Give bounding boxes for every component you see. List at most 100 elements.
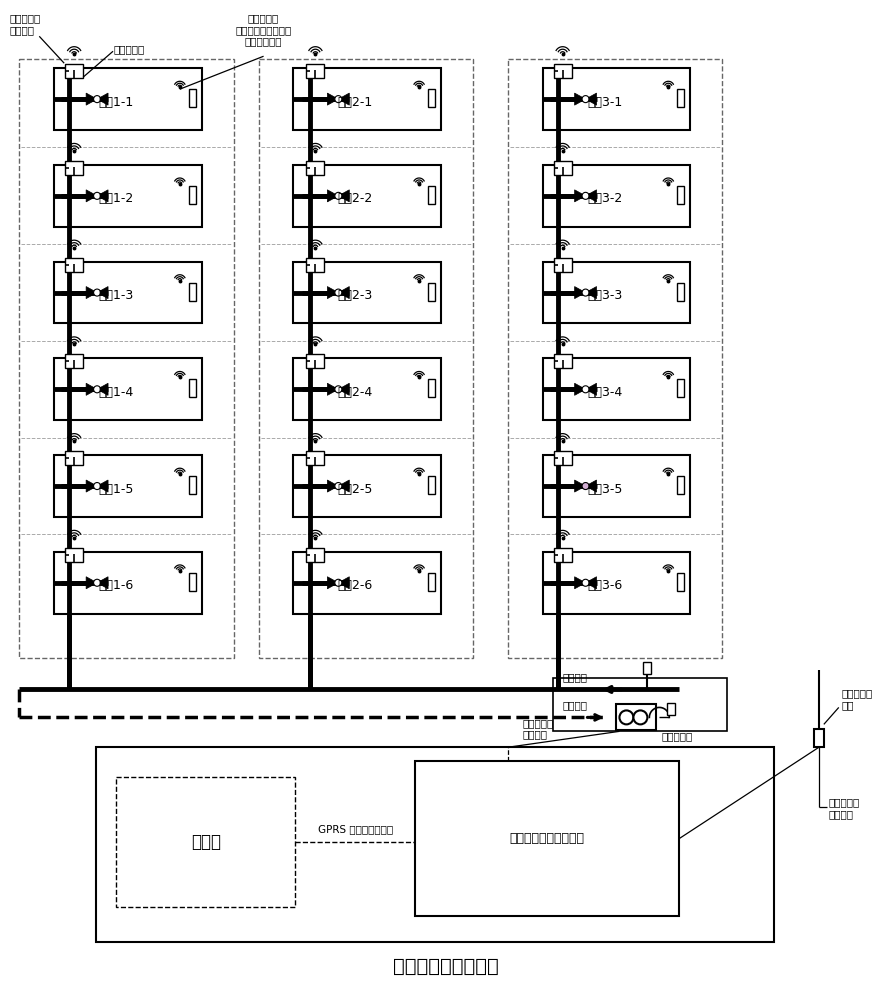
Polygon shape bbox=[86, 577, 97, 589]
Text: 用户2-4: 用户2-4 bbox=[338, 386, 373, 399]
Polygon shape bbox=[338, 383, 349, 395]
Bar bbox=[415, 761, 680, 916]
Text: 通断控制阀: 通断控制阀 bbox=[113, 44, 145, 54]
Text: 用户2-5: 用户2-5 bbox=[338, 483, 373, 496]
Bar bbox=[306, 451, 324, 465]
Bar bbox=[543, 165, 690, 227]
Bar bbox=[54, 455, 202, 517]
Bar bbox=[294, 165, 441, 227]
Bar bbox=[54, 68, 202, 130]
Polygon shape bbox=[586, 190, 597, 202]
Polygon shape bbox=[574, 383, 586, 395]
Text: 用户2-1: 用户2-1 bbox=[338, 96, 373, 109]
Polygon shape bbox=[97, 287, 108, 299]
Circle shape bbox=[335, 386, 342, 393]
Bar bbox=[554, 161, 572, 175]
Bar bbox=[554, 354, 572, 368]
Circle shape bbox=[582, 96, 589, 103]
Polygon shape bbox=[86, 287, 97, 299]
Circle shape bbox=[633, 710, 647, 724]
Bar bbox=[294, 455, 441, 517]
Circle shape bbox=[335, 483, 342, 490]
Circle shape bbox=[94, 386, 101, 393]
Circle shape bbox=[335, 96, 342, 103]
Bar bbox=[294, 552, 441, 614]
Text: 用户1-2: 用户1-2 bbox=[98, 192, 134, 205]
Bar bbox=[677, 379, 684, 397]
Circle shape bbox=[94, 483, 101, 490]
Text: 有线或无线
通讯线路: 有线或无线 通讯线路 bbox=[9, 13, 40, 35]
Bar bbox=[543, 68, 690, 130]
Bar bbox=[616, 704, 656, 730]
Bar bbox=[65, 451, 83, 465]
Text: 用户3-5: 用户3-5 bbox=[587, 483, 622, 496]
Polygon shape bbox=[97, 480, 108, 492]
Bar bbox=[543, 552, 690, 614]
Bar bbox=[65, 64, 83, 78]
Bar bbox=[543, 358, 690, 420]
Text: 用户2-3: 用户2-3 bbox=[338, 289, 373, 302]
Bar bbox=[188, 573, 196, 591]
Polygon shape bbox=[586, 577, 597, 589]
Bar bbox=[667, 703, 675, 715]
Polygon shape bbox=[338, 480, 349, 492]
Text: 用户3-3: 用户3-3 bbox=[587, 289, 622, 302]
Polygon shape bbox=[86, 190, 97, 202]
Bar bbox=[554, 451, 572, 465]
Bar bbox=[428, 186, 435, 204]
Polygon shape bbox=[586, 93, 597, 105]
Polygon shape bbox=[338, 190, 349, 202]
Bar bbox=[116, 777, 296, 907]
Bar bbox=[677, 476, 684, 494]
Bar bbox=[20, 59, 234, 658]
Polygon shape bbox=[328, 93, 338, 105]
Bar bbox=[814, 729, 824, 747]
Bar bbox=[294, 262, 441, 323]
Text: 用户3-1: 用户3-1 bbox=[587, 96, 622, 109]
Text: GPRS 或光纤宽带通讯: GPRS 或光纤宽带通讯 bbox=[318, 824, 393, 834]
Bar bbox=[188, 476, 196, 494]
Circle shape bbox=[94, 579, 101, 586]
Text: 用户1-5: 用户1-5 bbox=[98, 483, 134, 496]
Circle shape bbox=[335, 289, 342, 296]
Polygon shape bbox=[86, 480, 97, 492]
Bar bbox=[677, 89, 684, 107]
Bar bbox=[428, 476, 435, 494]
Polygon shape bbox=[338, 93, 349, 105]
Bar bbox=[306, 354, 324, 368]
Circle shape bbox=[94, 192, 101, 199]
Polygon shape bbox=[328, 287, 338, 299]
Text: 热网供水: 热网供水 bbox=[563, 672, 588, 682]
Circle shape bbox=[582, 483, 589, 490]
Polygon shape bbox=[574, 480, 586, 492]
Bar bbox=[428, 379, 435, 397]
Text: 用户3-4: 用户3-4 bbox=[587, 386, 622, 399]
Text: 用户3-6: 用户3-6 bbox=[587, 579, 622, 592]
Text: 室外温度传
感器: 室外温度传 感器 bbox=[842, 689, 873, 710]
Polygon shape bbox=[338, 577, 349, 589]
Text: 信息采集与分摊模块: 信息采集与分摊模块 bbox=[393, 957, 499, 976]
Text: 用户3-2: 用户3-2 bbox=[587, 192, 622, 205]
Bar bbox=[428, 573, 435, 591]
Text: 楼栋热量表: 楼栋热量表 bbox=[662, 731, 693, 741]
Bar bbox=[96, 747, 774, 942]
Text: 上位机: 上位机 bbox=[191, 833, 221, 851]
Text: 有线或无线
通讯线路: 有线或无线 通讯线路 bbox=[522, 718, 554, 739]
Bar bbox=[543, 262, 690, 323]
Bar bbox=[65, 354, 83, 368]
Polygon shape bbox=[97, 383, 108, 395]
Bar bbox=[543, 455, 690, 517]
Polygon shape bbox=[574, 93, 586, 105]
Bar bbox=[188, 89, 196, 107]
Text: 有线或无线
通讯线路: 有线或无线 通讯线路 bbox=[829, 797, 860, 819]
Bar bbox=[306, 258, 324, 272]
Bar bbox=[677, 283, 684, 301]
Polygon shape bbox=[574, 287, 586, 299]
Bar bbox=[554, 258, 572, 272]
Bar bbox=[554, 548, 572, 562]
Bar bbox=[65, 548, 83, 562]
Bar bbox=[259, 59, 473, 658]
Circle shape bbox=[94, 289, 101, 296]
Circle shape bbox=[582, 579, 589, 586]
Polygon shape bbox=[328, 383, 338, 395]
